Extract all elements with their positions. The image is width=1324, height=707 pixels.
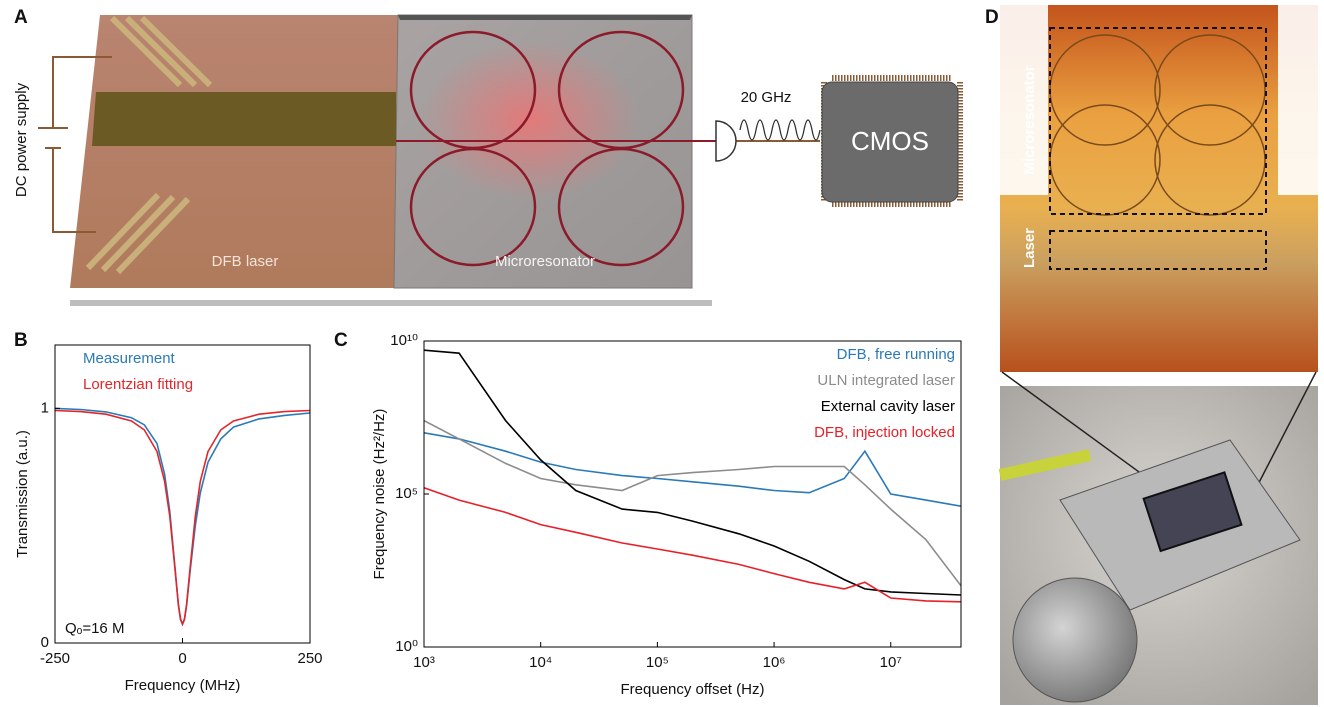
x-tick-label: 10⁷ [880, 654, 902, 671]
diagram-label: 20 GHz [741, 89, 792, 106]
x-tick-label: 10³ [413, 654, 435, 671]
series-line [424, 419, 961, 587]
legend-entry: Measurement [83, 350, 176, 367]
panel-label: D [985, 7, 999, 28]
y-tick-label: 10⁰ [395, 638, 418, 655]
y-tick-label: 10⁵ [395, 485, 418, 502]
panel-label: B [14, 330, 28, 351]
series-line [424, 432, 961, 507]
x-axis-label: Frequency (MHz) [125, 677, 241, 694]
x-tick-label: 10⁴ [529, 654, 552, 671]
diagram-label: DFB laser [212, 253, 279, 270]
diagram-label: Microresonator [495, 253, 595, 270]
x-axis-label: Frequency offset (Hz) [621, 681, 765, 698]
chart: 10³ 10⁴ 10⁵ 10⁶ 10⁷ 10⁰ 10⁵ 10¹⁰ Frequency offse… [371, 332, 962, 698]
legend-entry: DFB, free running [837, 346, 955, 363]
legend-entry: ULN integrated laser [817, 372, 955, 389]
series-line [55, 409, 310, 627]
y-tick-label: 0 [41, 634, 49, 651]
device-diagram: DFB laser Microresonator DC power supply… [13, 14, 963, 306]
x-tick-label: 250 [297, 650, 322, 667]
panel-label: C [334, 330, 348, 351]
annotation: Qₒ=16 M [65, 620, 124, 637]
y-tick-label: 10¹⁰ [390, 332, 418, 349]
diagram-label: CMOS [851, 126, 929, 156]
diagram-label: DC power supply [13, 82, 30, 197]
y-axis-label: Frequency noise (Hz²/Hz) [371, 409, 388, 580]
series-line [424, 487, 961, 603]
x-tick-label: 10⁵ [646, 654, 669, 671]
device-photos: Microresonator Laser [998, 5, 1318, 705]
x-tick-label: 0 [178, 650, 186, 667]
photo-label: Microresonator [1021, 65, 1038, 174]
legend-entry: External cavity laser [821, 398, 955, 415]
legend-entry: Lorentzian fitting [83, 376, 193, 393]
y-tick-label: 1 [41, 399, 49, 416]
legend-entry: DFB, injection locked [814, 424, 955, 441]
photo-label: Laser [1021, 228, 1038, 268]
panel-labels: A B C D [14, 7, 999, 351]
panel-label: A [14, 7, 28, 28]
y-axis-label: Transmission (a.u.) [14, 430, 31, 558]
x-tick-label: -250 [40, 650, 70, 667]
series-line [55, 407, 310, 627]
x-tick-label: 10⁶ [763, 654, 786, 671]
